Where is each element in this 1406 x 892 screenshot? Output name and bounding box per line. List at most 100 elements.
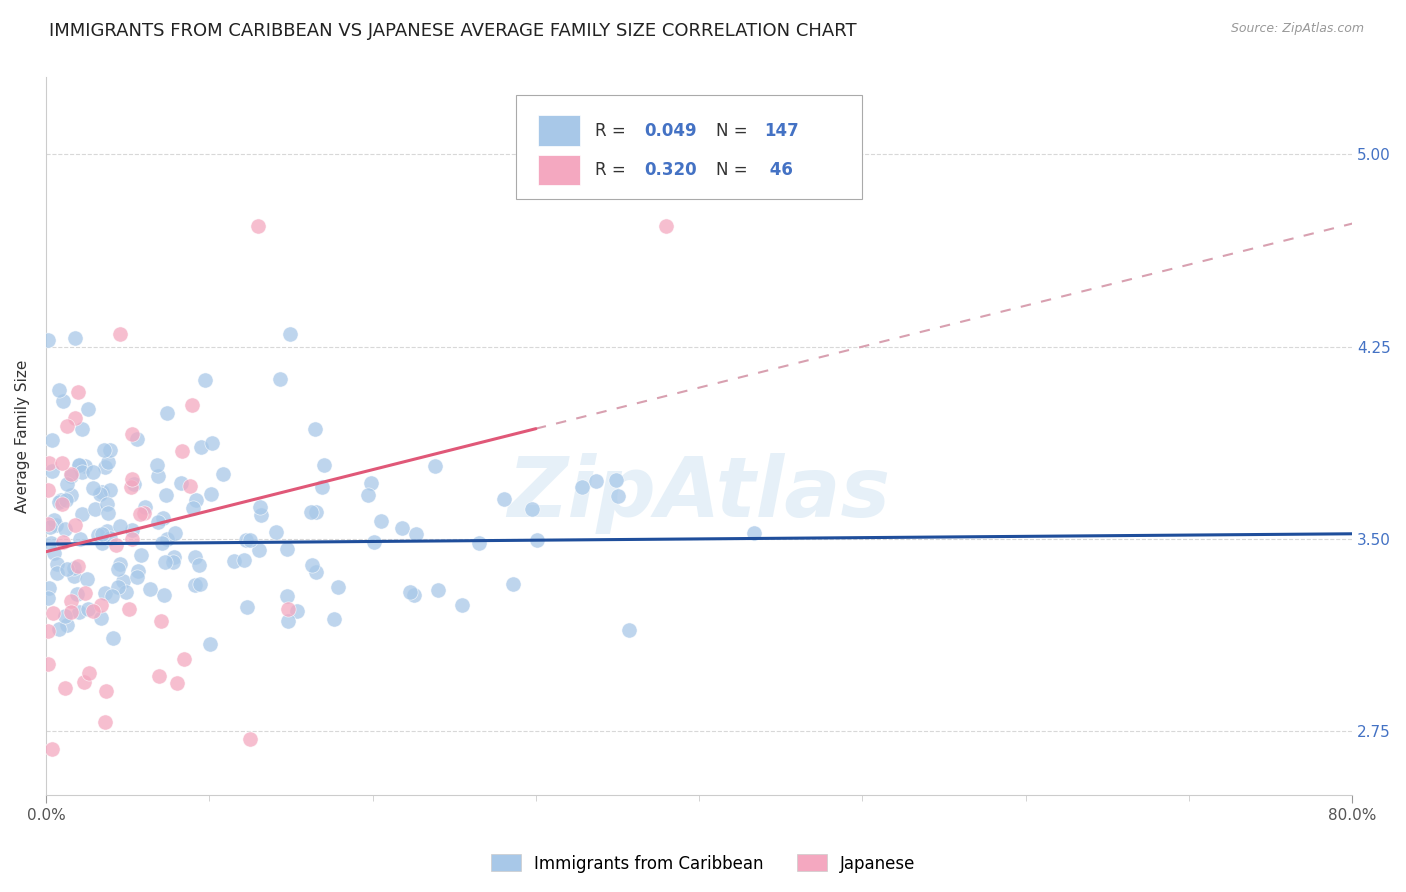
Point (129, 548, 152, 562)
Point (492, 491, 515, 506)
Point (520, 501, 543, 516)
Point (156, 406, 179, 420)
Point (94, 714, 117, 729)
Point (607, 489, 630, 503)
Point (70, 465, 93, 479)
Point (37, 483, 59, 497)
Point (69, 533, 91, 547)
Point (152, 511, 174, 525)
Point (55, 477, 77, 491)
Point (49, 493, 72, 508)
Point (91, 536, 114, 550)
Text: N =: N = (716, 161, 754, 179)
Point (277, 602, 299, 616)
Text: 147: 147 (765, 121, 799, 139)
Point (269, 371, 291, 385)
Point (121, 472, 143, 486)
Point (125, 570, 148, 584)
Point (62, 569, 84, 583)
Point (41, 464, 63, 478)
Point (399, 584, 422, 599)
Point (77, 401, 100, 416)
Point (121, 426, 143, 441)
Point (249, 500, 271, 514)
Point (45, 566, 67, 580)
Point (323, 612, 346, 626)
Point (37, 591, 59, 606)
Point (105, 538, 128, 552)
Point (59, 487, 82, 501)
Point (82, 481, 104, 495)
Text: Source: ZipAtlas.com: Source: ZipAtlas.com (1230, 22, 1364, 36)
Point (236, 600, 259, 615)
Point (98, 442, 121, 457)
Point (107, 580, 129, 594)
Legend: Immigrants from Caribbean, Japanese: Immigrants from Caribbean, Japanese (484, 847, 922, 880)
Point (212, 467, 235, 481)
Point (38, 457, 60, 471)
Point (188, 577, 211, 591)
Point (125, 433, 148, 447)
Point (48, 622, 70, 636)
Point (655, 219, 678, 234)
Point (180, 398, 202, 412)
Point (37, 333, 59, 347)
Point (184, 578, 207, 592)
Point (63, 331, 86, 345)
Point (100, 589, 122, 603)
Point (94, 586, 117, 600)
Point (59, 594, 82, 608)
Text: N =: N = (716, 121, 754, 139)
Point (118, 602, 141, 616)
FancyBboxPatch shape (538, 115, 581, 145)
Point (169, 475, 191, 490)
Point (357, 488, 380, 502)
Point (48, 495, 70, 509)
Point (91, 484, 114, 499)
Point (59, 468, 82, 483)
Point (39, 520, 62, 534)
Point (156, 532, 179, 546)
Point (56, 562, 79, 576)
Point (67, 458, 90, 472)
Point (98, 531, 121, 545)
Point (172, 444, 194, 458)
Point (526, 533, 548, 547)
Point (76, 572, 98, 586)
Point (73, 458, 96, 473)
Point (155, 555, 177, 569)
Point (48, 383, 70, 397)
Point (304, 422, 326, 436)
Point (108, 518, 131, 533)
Point (42, 546, 65, 560)
Point (276, 542, 298, 557)
Point (46, 557, 69, 571)
Point (187, 558, 209, 572)
Point (110, 326, 132, 341)
Point (94, 459, 117, 474)
Point (264, 525, 287, 540)
Point (146, 458, 169, 473)
Point (370, 514, 392, 528)
Point (148, 515, 170, 529)
Point (155, 488, 177, 502)
Point (110, 557, 132, 571)
FancyBboxPatch shape (516, 95, 862, 200)
Point (181, 500, 204, 515)
Point (194, 373, 217, 387)
Point (224, 554, 246, 568)
Point (190, 440, 212, 454)
Text: 46: 46 (765, 161, 793, 179)
Point (51, 456, 73, 470)
Point (67, 458, 90, 473)
Point (67, 558, 90, 573)
Point (305, 505, 328, 519)
Point (122, 477, 145, 491)
Point (239, 731, 262, 746)
Point (146, 469, 169, 483)
Point (65, 410, 87, 425)
Point (451, 598, 474, 612)
Point (75, 585, 97, 599)
Point (37, 517, 59, 532)
Point (423, 458, 446, 473)
